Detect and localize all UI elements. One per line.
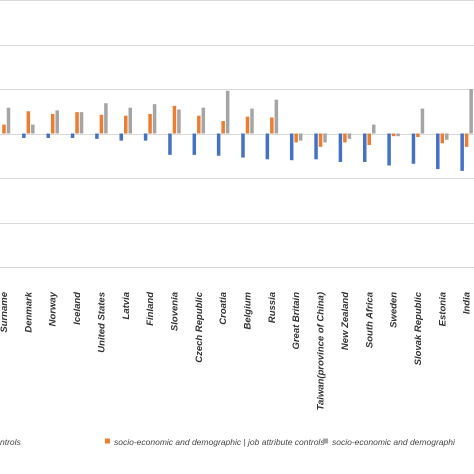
bar	[314, 133, 318, 160]
bar	[192, 133, 197, 155]
bar	[367, 133, 371, 146]
bar	[250, 108, 254, 134]
bar	[343, 133, 347, 143]
bar	[22, 133, 26, 138]
bar	[464, 133, 469, 147]
bar	[201, 107, 206, 134]
bar	[152, 104, 157, 134]
bar	[168, 133, 172, 155]
bar	[338, 133, 343, 162]
bar	[245, 116, 250, 134]
bar	[289, 133, 294, 161]
legend-swatch-orange	[105, 438, 110, 444]
gridlines	[0, 0, 474, 268]
legend-swatch-gray	[323, 438, 328, 444]
x-tick-label: Slovak Republic	[413, 291, 424, 365]
x-axis-tick-labels: Surname Denmark Norway Iceland United States…	[0, 291, 473, 410]
bar	[177, 109, 181, 134]
bar	[143, 133, 148, 141]
legend-label-series-1: ntrols	[0, 437, 22, 447]
bar	[128, 107, 132, 134]
bar	[460, 133, 464, 171]
bar	[99, 114, 104, 134]
bar	[124, 115, 128, 134]
bar	[440, 133, 445, 144]
bar	[6, 107, 11, 134]
x-tick-label: Surname	[0, 291, 10, 332]
bar	[75, 112, 79, 134]
x-tick-label: Finland	[145, 292, 156, 326]
x-tick-label: India	[462, 292, 473, 314]
bar	[347, 133, 352, 139]
x-tick-label: Taiwan(province of China)	[316, 292, 327, 410]
bar	[148, 113, 152, 134]
bar	[298, 133, 303, 141]
bar	[294, 133, 298, 143]
bar	[411, 133, 416, 164]
legend: ntrols socio-economic and demographic | …	[0, 437, 456, 447]
bar	[396, 133, 400, 137]
bar	[26, 111, 31, 134]
x-tick-label: New Zealand	[340, 292, 351, 350]
bar	[2, 124, 6, 134]
x-tick-label: Croatia	[218, 292, 229, 325]
bar	[391, 133, 396, 137]
bar	[50, 113, 55, 134]
x-tick-label: Sweden	[389, 292, 400, 328]
bar	[265, 133, 270, 160]
x-tick-label: Estonia	[437, 292, 448, 326]
bar	[172, 105, 177, 134]
bar	[221, 121, 225, 134]
x-tick-label: South Africa	[364, 292, 375, 348]
x-tick-label: Russia	[267, 292, 278, 323]
legend-label-series-2: socio-economic and demographic | job att…	[114, 437, 325, 447]
bar	[46, 133, 50, 138]
x-tick-label: Great Britain	[291, 292, 302, 350]
x-tick-label: Norway	[48, 291, 59, 326]
x-tick-label: Czech Republic	[194, 291, 205, 362]
bar	[469, 89, 473, 134]
bar	[274, 99, 279, 134]
bar	[216, 133, 221, 156]
legend-label-series-3: socio-economic and demographi	[332, 437, 456, 447]
bar	[241, 133, 245, 158]
bar	[323, 133, 327, 143]
bar	[387, 133, 391, 166]
bar	[318, 133, 323, 147]
bar	[270, 117, 274, 134]
bar	[70, 133, 75, 138]
x-tick-label: United States	[96, 292, 107, 353]
bar	[363, 133, 367, 162]
x-tick-label: Latvia	[121, 292, 132, 319]
x-tick-label: Slovenia	[170, 292, 181, 331]
bar	[197, 115, 201, 134]
bar	[225, 90, 230, 134]
x-tick-label: Belgium	[243, 291, 254, 329]
bar	[119, 133, 123, 141]
bar-series	[0, 89, 473, 171]
bar	[55, 110, 59, 134]
x-tick-label: Iceland	[72, 292, 83, 325]
bar	[95, 133, 99, 139]
x-tick-label: Denmark	[23, 291, 34, 332]
bar	[31, 124, 35, 134]
bar	[445, 133, 449, 140]
bar	[104, 103, 108, 134]
bar	[416, 133, 420, 138]
bar	[372, 124, 376, 134]
bar	[79, 112, 84, 134]
bar	[420, 108, 425, 134]
bar	[436, 133, 440, 170]
